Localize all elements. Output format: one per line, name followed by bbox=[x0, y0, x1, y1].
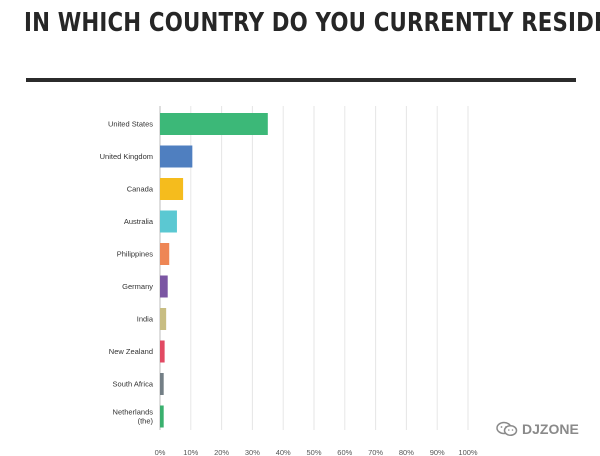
category-label: United States bbox=[108, 120, 153, 129]
category-label: New Zealand bbox=[109, 347, 153, 356]
bar bbox=[160, 340, 165, 363]
bar bbox=[160, 275, 168, 298]
x-tick-label: 60% bbox=[337, 448, 352, 456]
chart-title: IN WHICH COUNTRY DO YOU CURRENTLY RESIDE… bbox=[24, 8, 600, 38]
x-tick-label: 40% bbox=[276, 448, 291, 456]
category-labels: United States United Kingdom Canada Austral… bbox=[100, 120, 154, 426]
x-tick-label: 30% bbox=[245, 448, 260, 456]
category-label: Germany bbox=[122, 282, 153, 291]
category-label: Netherlands (the) bbox=[113, 408, 154, 426]
title-divider bbox=[26, 78, 576, 82]
x-tick-label: 100% bbox=[458, 448, 478, 456]
x-tick-label: 90% bbox=[430, 448, 445, 456]
bar bbox=[160, 113, 268, 135]
category-label: Philippines bbox=[117, 250, 154, 259]
bar bbox=[160, 145, 193, 168]
bar bbox=[160, 308, 167, 330]
x-tick-labels: 0% 10% 20% 30% 40% 50% 60% 70% 80% 90% 100% bbox=[155, 448, 478, 456]
category-label: South Africa bbox=[113, 380, 154, 389]
category-label: India bbox=[137, 315, 154, 324]
bar bbox=[160, 243, 170, 265]
bars bbox=[160, 113, 268, 428]
watermark: DJZONE bbox=[496, 421, 579, 437]
bar bbox=[160, 178, 184, 200]
category-label: United Kingdom bbox=[100, 152, 153, 161]
x-tick-label: 70% bbox=[368, 448, 383, 456]
x-tick-label: 10% bbox=[183, 448, 198, 456]
x-tick-label: 0% bbox=[155, 448, 166, 456]
category-label: Australia bbox=[124, 217, 154, 226]
bar bbox=[160, 373, 164, 395]
bar bbox=[160, 210, 177, 233]
x-tick-label: 20% bbox=[214, 448, 229, 456]
grid-lines bbox=[159, 106, 469, 430]
category-label: Canada bbox=[127, 185, 154, 194]
x-tick-label: 50% bbox=[306, 448, 321, 456]
x-tick-label: 80% bbox=[399, 448, 414, 456]
wechat-icon bbox=[496, 421, 518, 437]
watermark-text: DJZONE bbox=[522, 421, 579, 437]
bar bbox=[160, 405, 164, 428]
